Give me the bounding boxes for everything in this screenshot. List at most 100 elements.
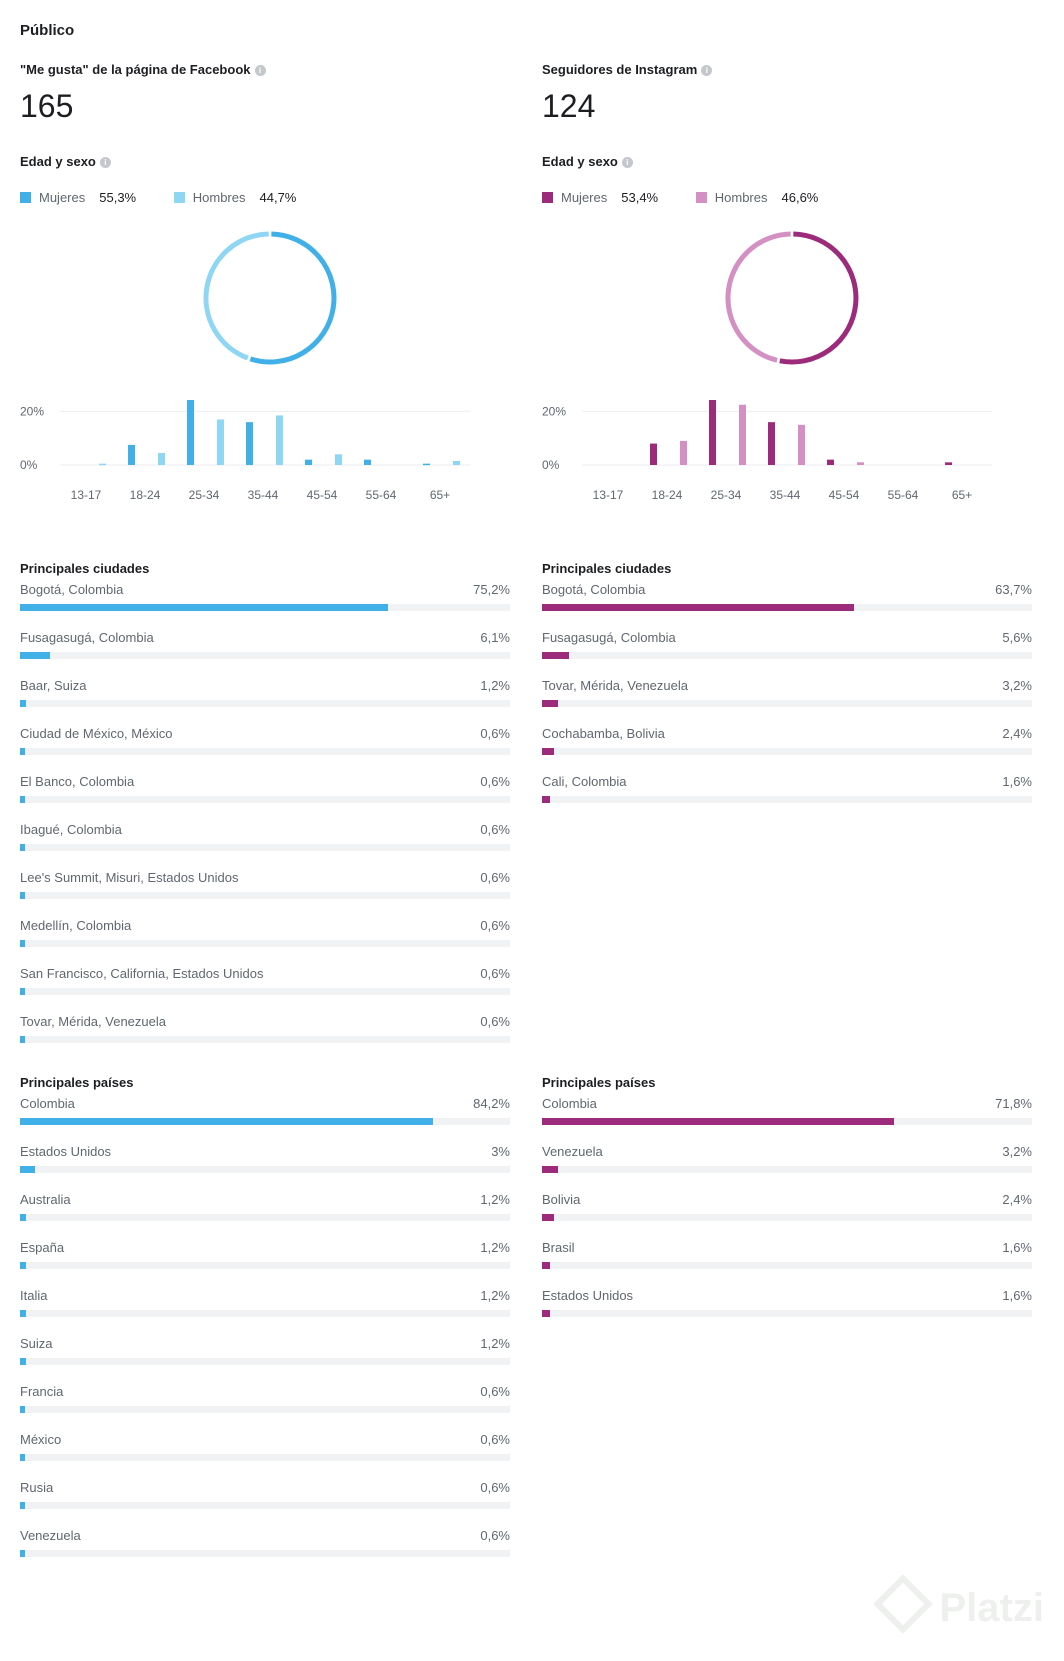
progress-track [20, 988, 510, 995]
bar-men[interactable] [217, 419, 224, 465]
x-tick-label: 25-34 [711, 488, 742, 502]
bar-women[interactable] [305, 459, 312, 465]
progress-track [20, 892, 510, 899]
progress-fill [542, 604, 855, 611]
progress-track [542, 1214, 1032, 1221]
list-item-name: Bogotá, Colombia [542, 582, 646, 597]
progress-fill [20, 652, 50, 659]
progress-fill [542, 652, 570, 659]
bar-women[interactable] [246, 422, 253, 465]
progress-fill [20, 1310, 26, 1317]
instagram-followers-label: Seguidores de Instagram i [542, 62, 713, 77]
bar-men[interactable] [453, 460, 460, 465]
platzi-watermark: Platzi [872, 1574, 1044, 1634]
progress-track [20, 1454, 510, 1461]
list-item-pct: 0,6% [480, 774, 510, 789]
y-tick-label: 20% [20, 404, 44, 418]
list-item-name: Australia [20, 1192, 71, 1207]
list-item-name: Medellín, Colombia [20, 918, 132, 933]
list-item-name: Rusia [20, 1480, 54, 1495]
progress-track [20, 940, 510, 947]
progress-fill [20, 940, 25, 947]
facebook-gender-legend: Mujeres 55,3% Hombres 44,7% [20, 190, 330, 205]
progress-track [20, 844, 510, 851]
progress-track [20, 652, 510, 659]
list-item: Francia 0,6% [20, 1380, 510, 1428]
progress-fill [20, 892, 25, 899]
bar-women[interactable] [128, 444, 135, 465]
bar-men[interactable] [739, 404, 746, 465]
list-item-name: Italia [20, 1288, 48, 1303]
list-item: Fusagasugá, Colombia 5,6% [542, 626, 1032, 674]
bar-men[interactable] [857, 462, 864, 465]
list-item-pct: 0,6% [480, 870, 510, 885]
info-icon[interactable]: i [99, 157, 111, 168]
instagram-column: Seguidores de Instagram i 124 Edad y sexo… [542, 0, 1032, 1661]
progress-fill [20, 796, 25, 803]
facebook-gender-donut [203, 231, 337, 365]
bar-men[interactable] [158, 452, 165, 465]
list-item: San Francisco, California, Estados Unido… [20, 962, 510, 1010]
legend-men[interactable]: Hombres 46,6% [695, 190, 818, 205]
list-item-name: Venezuela [542, 1144, 603, 1159]
info-icon[interactable]: i [621, 157, 633, 168]
list-item: Cochabamba, Bolivia 2,4% [542, 722, 1032, 770]
progress-track [20, 604, 510, 611]
list-item-pct: 0,6% [480, 918, 510, 933]
legend-swatch-men [695, 192, 707, 203]
list-item-pct: 0,6% [480, 1014, 510, 1029]
list-item-pct: 0,6% [480, 966, 510, 981]
progress-fill [542, 1214, 554, 1221]
bar-women[interactable] [423, 463, 430, 466]
list-item: El Banco, Colombia 0,6% [20, 770, 510, 818]
list-item-pct: 1,6% [1002, 774, 1032, 789]
progress-track [20, 1502, 510, 1509]
legend-men-pct: 44,7% [259, 190, 297, 205]
list-item: Estados Unidos 3% [20, 1140, 510, 1188]
progress-fill [20, 1406, 25, 1413]
progress-track [542, 700, 1032, 707]
bar-men[interactable] [335, 454, 342, 465]
x-tick-label: 35-44 [248, 488, 279, 502]
instagram-followers-label-text: Seguidores de Instagram [542, 62, 698, 77]
list-item-name: Ciudad de México, México [20, 726, 173, 741]
list-item-name: Cali, Colombia [542, 774, 627, 789]
bar-men[interactable] [680, 440, 687, 465]
bar-women[interactable] [945, 462, 952, 465]
list-item: Lee's Summit, Misuri, Estados Unidos 0,6% [20, 866, 510, 914]
legend-men[interactable]: Hombres 44,7% [173, 190, 297, 205]
progress-track [20, 1262, 510, 1269]
list-item-name: Bolivia [542, 1192, 581, 1207]
y-tick-label: 20% [542, 404, 566, 418]
progress-fill [542, 796, 550, 803]
x-tick-label: 18-24 [652, 488, 683, 502]
list-item-pct: 0,6% [480, 1480, 510, 1495]
bar-women[interactable] [650, 443, 657, 465]
progress-track [542, 796, 1032, 803]
bar-women[interactable] [709, 400, 716, 465]
legend-women[interactable]: Mujeres 55,3% [20, 190, 136, 205]
bar-women[interactable] [768, 422, 775, 465]
bar-women[interactable] [827, 459, 834, 465]
progress-fill [542, 1118, 894, 1125]
facebook-likes-label: "Me gusta" de la página de Facebook i [20, 62, 266, 77]
info-icon[interactable]: i [701, 65, 713, 76]
bar-women[interactable] [364, 459, 371, 465]
bar-women[interactable] [187, 400, 194, 465]
x-tick-label: 45-54 [307, 488, 338, 502]
bar-men[interactable] [798, 424, 805, 465]
list-item-name: Venezuela [20, 1528, 81, 1543]
info-icon[interactable]: i [254, 65, 266, 76]
progress-fill [20, 1550, 25, 1557]
x-tick-label: 55-64 [888, 488, 919, 502]
list-item-name: San Francisco, California, Estados Unido… [20, 966, 264, 981]
list-item-name: México [20, 1432, 62, 1447]
bar-men[interactable] [276, 415, 283, 465]
facebook-age-gender-label-text: Edad y sexo [20, 154, 96, 169]
legend-women[interactable]: Mujeres 53,4% [542, 190, 658, 205]
progress-track [20, 748, 510, 755]
progress-fill [542, 1262, 550, 1269]
progress-fill [20, 1118, 433, 1125]
bar-men[interactable] [99, 463, 106, 466]
progress-track [20, 700, 510, 707]
